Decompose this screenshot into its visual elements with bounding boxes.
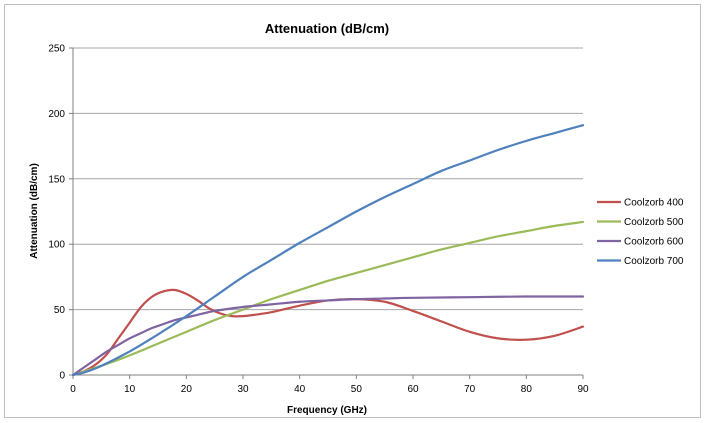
legend: Coolzorb 400 Coolzorb 500 Coolzorb 600 Cool…	[597, 198, 684, 267]
y-tick-label-3: 150	[48, 174, 65, 185]
y-tick-label-5: 250	[48, 44, 65, 55]
chart-frame	[4, 4, 701, 418]
x-tick-label-6: 60	[407, 384, 419, 395]
legend-label-coolzorb-500: Coolzorb 500	[624, 217, 684, 228]
x-tick-label-8: 80	[521, 384, 533, 395]
y-tick-label-0: 0	[59, 371, 65, 382]
x-tick-label-3: 30	[237, 384, 249, 395]
x-tick-label-4: 40	[294, 384, 306, 395]
series-line-coolzorb-400	[71, 288, 585, 377]
legend-label-coolzorb-400: Coolzorb 400	[624, 198, 684, 209]
series-line-coolzorb-600	[71, 295, 585, 377]
y-tick-labels: 0 50 100 150 200 250	[48, 44, 65, 382]
x-tick-labels: 0 10 20 30 40 50 60 70 80 90	[70, 384, 589, 395]
chart-title: Attenuation (dB/cm)	[265, 21, 389, 36]
x-tick-label-7: 70	[464, 384, 476, 395]
series-lines	[71, 124, 585, 377]
x-axis-title: Frequency (GHz)	[287, 405, 367, 416]
axes	[69, 47, 584, 379]
x-tick-label-5: 50	[351, 384, 363, 395]
legend-label-coolzorb-700: Coolzorb 700	[624, 256, 684, 267]
x-tick-label-1: 10	[124, 384, 136, 395]
series-line-coolzorb-500	[71, 220, 585, 377]
legend-label-coolzorb-600: Coolzorb 600	[624, 237, 684, 248]
x-tick-label-0: 0	[70, 384, 76, 395]
series-line-coolzorb-700	[71, 124, 585, 377]
x-tick-label-2: 20	[181, 384, 193, 395]
y-tick-label-2: 100	[48, 240, 65, 251]
x-tick-label-9: 90	[577, 384, 589, 395]
gridlines	[73, 47, 583, 311]
y-axis-title: Attenuation (dB/cm)	[29, 163, 40, 259]
y-tick-label-1: 50	[54, 305, 66, 316]
y-tick-label-4: 200	[48, 109, 65, 120]
